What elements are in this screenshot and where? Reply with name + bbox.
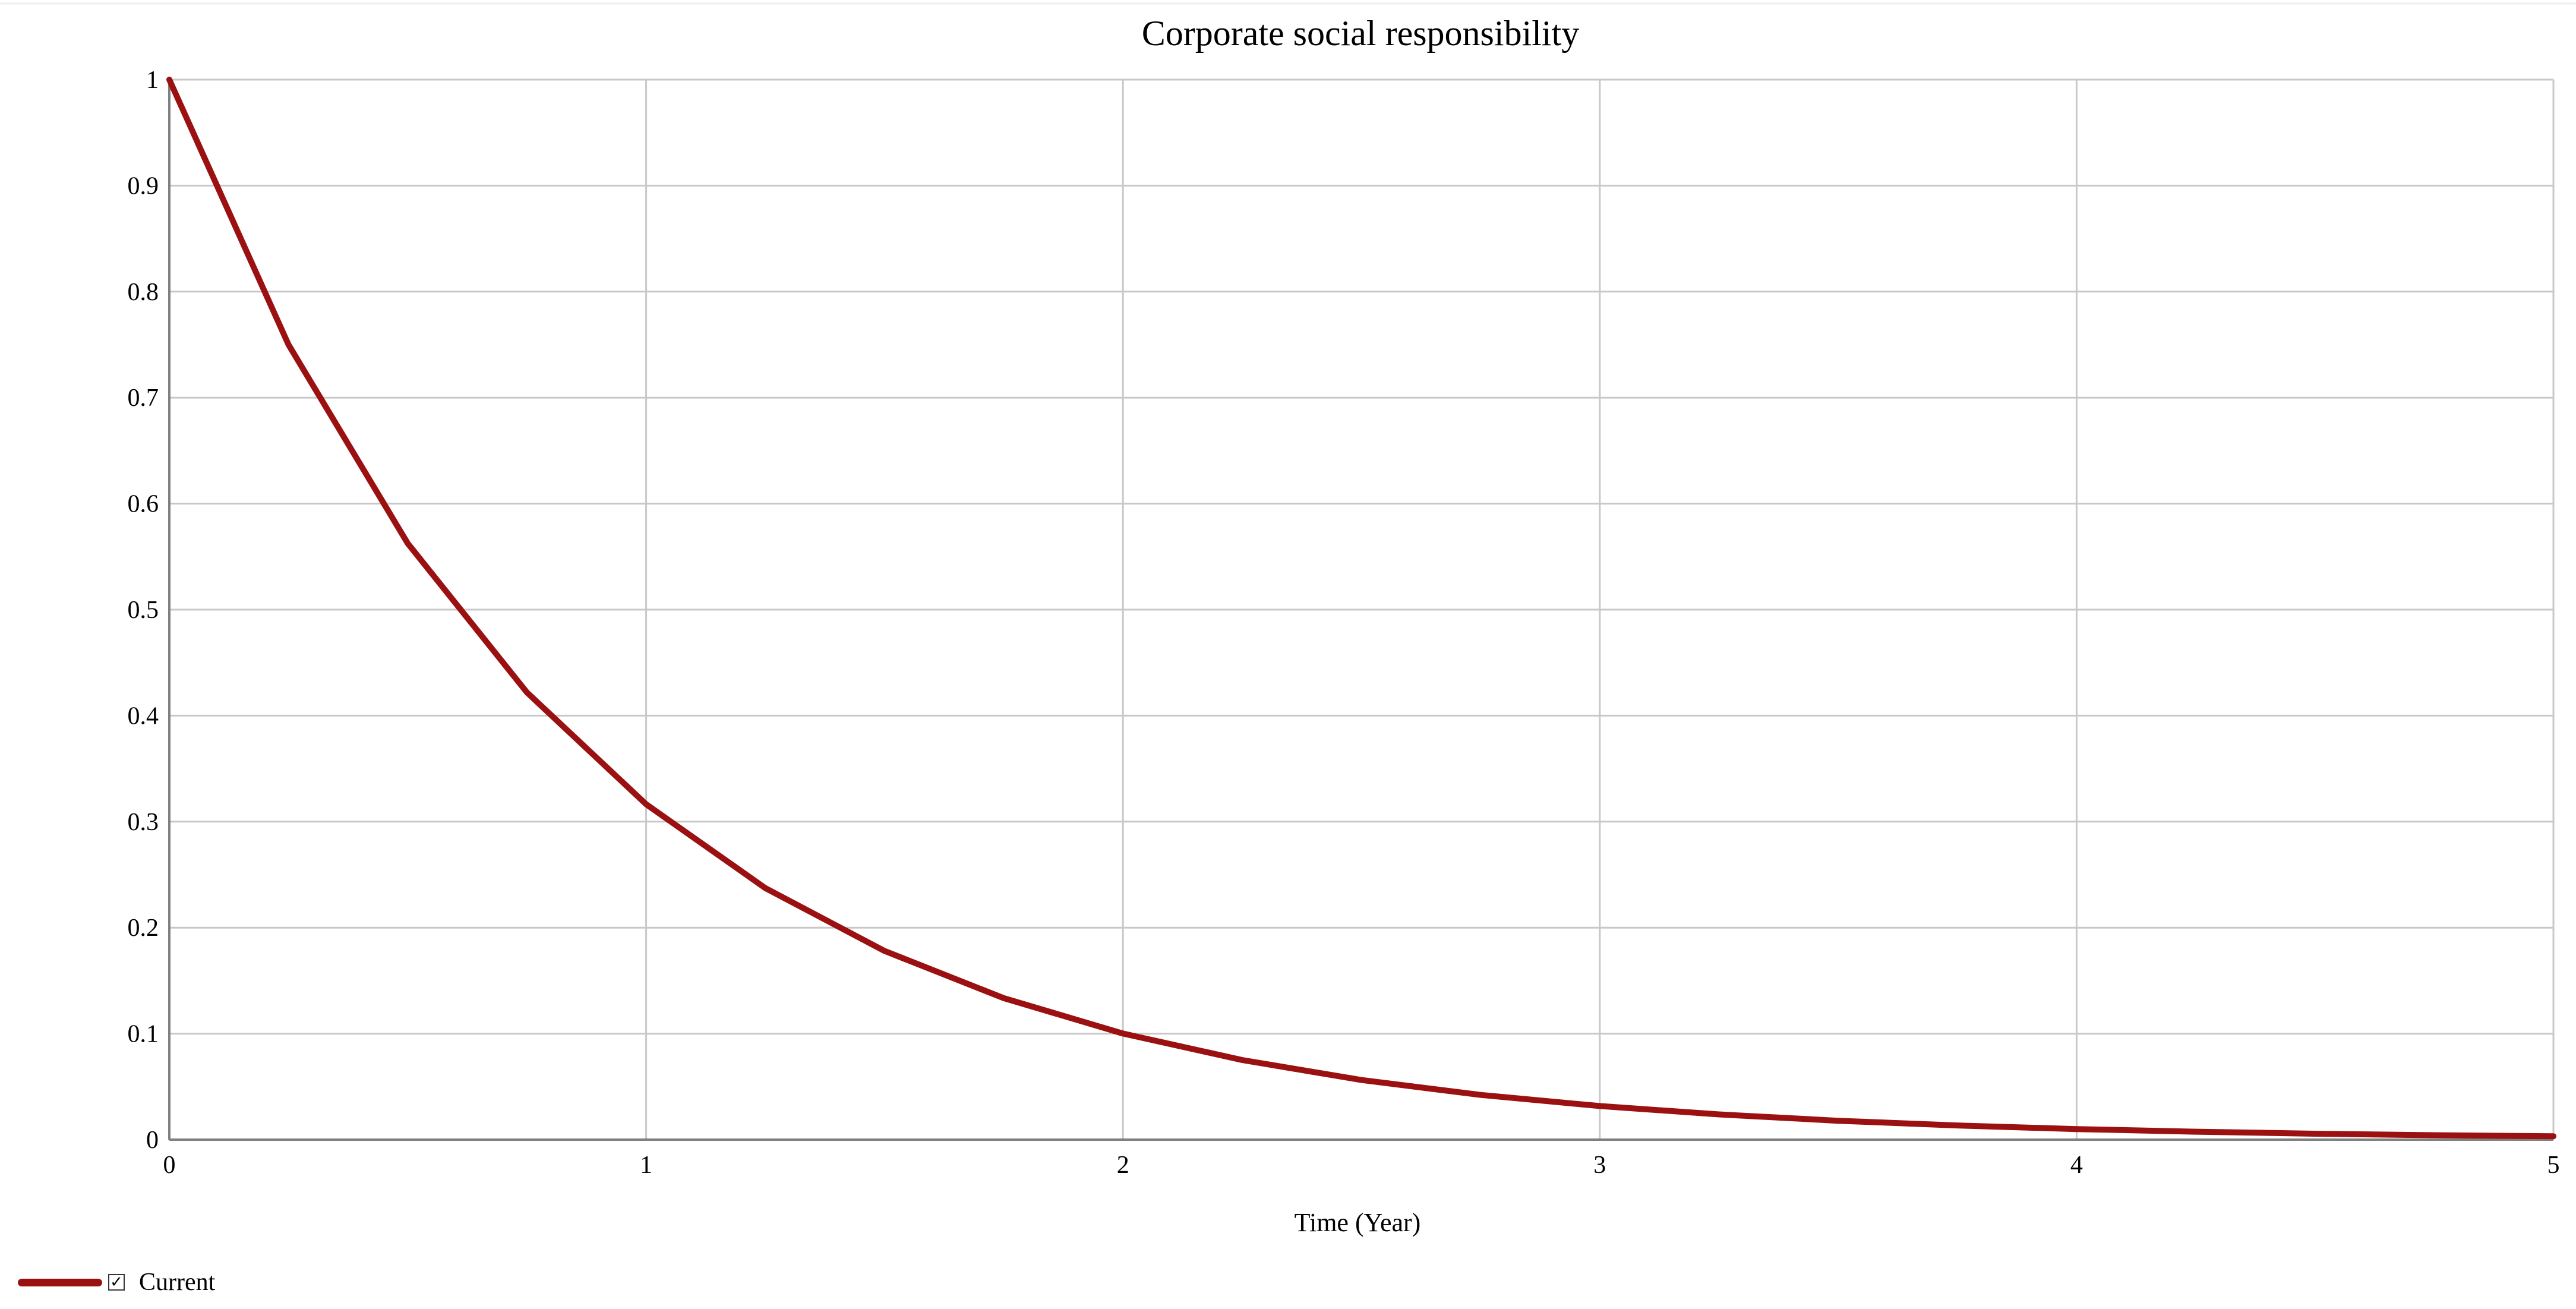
- axes: [168, 80, 2553, 1141]
- x-tick-label-0: 0: [163, 1152, 176, 1179]
- y-tick-label-2: 0.2: [128, 914, 159, 942]
- legend-label: Current: [139, 1269, 216, 1296]
- x-tick-label-5: 5: [2547, 1152, 2560, 1179]
- y-tick-label-10: 1: [146, 67, 159, 94]
- y-tick-label-1: 0.1: [128, 1021, 159, 1048]
- y-tick-label-3: 0.3: [128, 809, 159, 836]
- y-tick-label-6: 0.6: [128, 491, 159, 518]
- x-tick-label-3: 3: [1593, 1152, 1606, 1179]
- y-axis-ticks: 0 0.1 0.2 0.3 0.4 0.5 0.6 0.7 0.8 0.9 1: [128, 67, 159, 1154]
- y-tick-label-4: 0.4: [128, 702, 159, 730]
- series-line-current: [166, 77, 2556, 1140]
- grid: [168, 78, 2555, 1141]
- chart-title: Corporate social responsibility: [1142, 14, 1580, 53]
- legend-checkbox[interactable]: ✓: [108, 1274, 125, 1291]
- x-axis-ticks: 0 1 2 3 4 5: [163, 1152, 2560, 1179]
- y-tick-label-8: 0.8: [128, 279, 159, 306]
- x-tick-label-2: 2: [1117, 1152, 1129, 1179]
- legend: ✓ Current: [18, 1264, 215, 1300]
- x-axis-label: Time (Year): [1295, 1208, 1421, 1237]
- y-tick-label-0: 0: [146, 1127, 159, 1154]
- y-tick-label-5: 0.5: [128, 597, 159, 624]
- x-tick-label-4: 4: [2070, 1152, 2083, 1179]
- series: [166, 77, 2556, 1140]
- x-tick-label-1: 1: [640, 1152, 652, 1179]
- y-tick-label-7: 0.7: [128, 384, 159, 412]
- y-tick-label-9: 0.9: [128, 172, 159, 200]
- legend-swatch: [18, 1278, 102, 1286]
